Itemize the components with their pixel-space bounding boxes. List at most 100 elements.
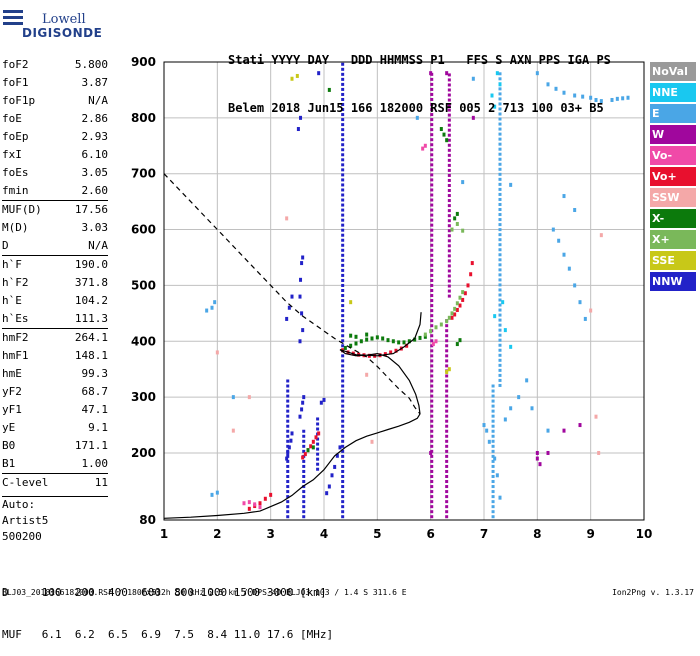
trace-point-w [578, 423, 582, 428]
param-value: 17.56 [74, 203, 108, 216]
trace-point-w [447, 143, 451, 147]
trace-point-e [498, 368, 502, 372]
trace-point-w [430, 238, 434, 242]
param-row: h`F 190.0 [2, 255, 108, 274]
trace-point-e [581, 94, 585, 99]
trace-point-e [482, 423, 486, 428]
trace-point-vo [466, 283, 470, 288]
y-tick-label: 600 [131, 223, 156, 237]
x-tick-label: 5 [373, 527, 381, 541]
trace-point-e [546, 82, 550, 87]
trace-point-w [447, 194, 451, 198]
trace-point-x [453, 216, 457, 221]
param-row: foEp 2.93 [2, 128, 108, 146]
trace-point-e [210, 492, 214, 497]
trace-point-vo [389, 350, 393, 355]
param-row: h`E 104.2 [2, 292, 108, 310]
trace-point-nnw [341, 439, 345, 443]
lowell-digisonde-logo: Lowell DIGISONDE [2, 6, 102, 46]
trace-point-nnw [302, 474, 306, 478]
trace-point-w [535, 456, 539, 461]
trace-point-w [430, 223, 434, 227]
x-tick-label: 8 [533, 527, 541, 541]
trace-point-nnw [341, 334, 345, 338]
trace-point-e [530, 406, 534, 411]
trace-point-e [573, 208, 577, 213]
trace-point-nnw [341, 228, 345, 232]
param-row: MUF(D) 17.56 [2, 200, 108, 219]
trace-point-e [471, 76, 475, 81]
trace-point-nnw [341, 77, 345, 81]
trace-point-nnw [286, 495, 290, 499]
trace-point-nnw [338, 445, 342, 450]
trace-point-e [509, 182, 513, 187]
trace-point-e [626, 95, 630, 100]
trace-point-x [359, 339, 363, 344]
trace-point-x [455, 211, 459, 216]
trace-point-e [498, 273, 502, 277]
param-label: C-level [2, 476, 49, 489]
trace-point-nnw [341, 223, 345, 227]
trace-point-e [231, 395, 235, 400]
autoscaling-line3: 500200 [2, 530, 42, 543]
trace-point-e [498, 293, 502, 297]
param-value: N/A [88, 239, 108, 252]
trace-point-x [458, 295, 462, 300]
trace-point-w [447, 204, 451, 208]
param-label: M(D) [2, 221, 29, 234]
trace-point-nnw [341, 203, 345, 207]
param-value: 2.60 [81, 184, 109, 197]
trace-point-nnw [341, 500, 345, 504]
trace-point-w [430, 198, 434, 202]
trace-point-nnw [341, 419, 345, 423]
trace-point-x [447, 315, 451, 320]
trace-point-w [430, 294, 434, 298]
trace-point-nnw [286, 414, 290, 418]
param-label: hmE [2, 367, 22, 380]
trace-point-nnw [298, 414, 302, 419]
trace-point-e [210, 305, 214, 310]
trace-point-nnw [341, 82, 345, 86]
trace-point-w [429, 450, 433, 455]
trace-point-w [430, 379, 434, 383]
trace-point-nnw [341, 263, 345, 267]
trace-point-nnw [341, 113, 345, 117]
trace-point-nnw [316, 462, 320, 466]
trace-point-nnw [286, 419, 290, 423]
trace-point-w [447, 244, 451, 248]
trace-point-x [453, 306, 457, 311]
trace-point-vo [423, 143, 427, 148]
param-row: h`Es 111.3 [2, 310, 108, 328]
trace-point-w [445, 379, 449, 383]
trace-point-ssw [370, 439, 374, 444]
trace-point-x [381, 336, 385, 341]
trace-point-w [430, 374, 434, 378]
trace-point-x [439, 322, 443, 327]
trace-point-w [430, 424, 434, 428]
trace-point-nnw [341, 434, 345, 438]
polarization-legend: NoVal NNE E W Vo- Vo+ SSW X- X+ SSE NNW [650, 62, 696, 293]
trace-point-nnw [316, 417, 320, 421]
trace-point-w [445, 439, 449, 443]
trace-point-w [445, 485, 449, 489]
param-row: foF1 3.87 [2, 74, 108, 92]
x-tick-label: 7 [480, 527, 488, 541]
trace-point-nnw [341, 243, 345, 247]
trace-point-nnw [335, 453, 339, 458]
trace-point-w [430, 188, 434, 192]
param-value: 11 [94, 476, 108, 489]
trace-point-w [430, 334, 434, 338]
trace-point-e [491, 429, 495, 433]
trace-point-nnw [286, 379, 290, 383]
trace-point-nnw [341, 309, 345, 313]
trace-point-w [471, 115, 475, 120]
trace-point-e [498, 238, 502, 242]
param-value: 2.86 [81, 112, 109, 125]
trace-point-e [498, 223, 502, 227]
trace-point-w [430, 459, 434, 463]
trace-point-w [447, 173, 451, 177]
trace-point-nne [503, 328, 507, 333]
trace-point-vo [463, 291, 467, 296]
x-tick-label: 3 [266, 527, 274, 541]
trace-point-w [447, 83, 451, 87]
